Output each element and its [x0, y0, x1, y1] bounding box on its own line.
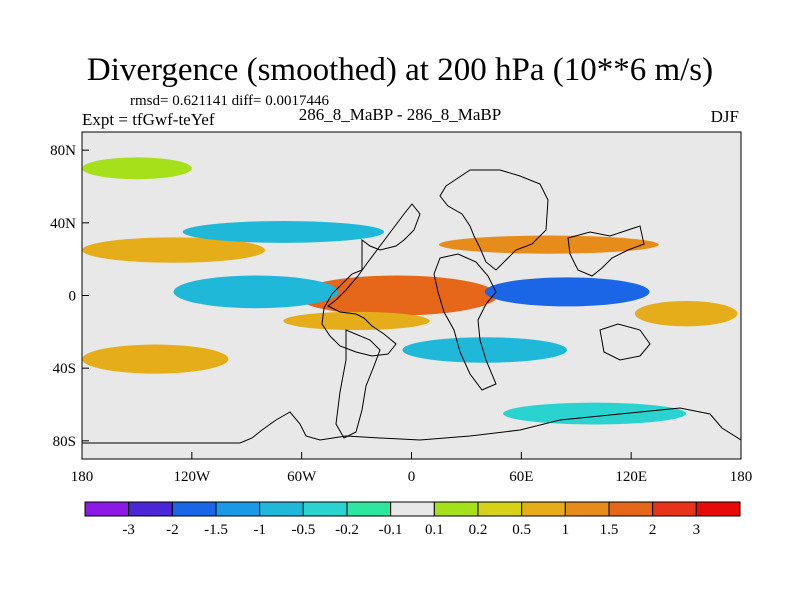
- y-tick-label: 40S: [53, 361, 76, 377]
- colorbar-label: 1: [562, 522, 570, 538]
- field-pacific-negative: [173, 275, 339, 309]
- x-tick-label: 60E: [509, 469, 533, 485]
- coastline-outline: [82, 169, 741, 444]
- colorbar-label: 0.2: [469, 522, 488, 538]
- colorbar-swatch: [477, 501, 523, 517]
- x-tick-label: 60W: [287, 469, 317, 485]
- chart-title: Divergence (smoothed) at 200 hPa (10**6 …: [86, 52, 714, 88]
- colorbar-label: -1: [253, 522, 266, 538]
- australia-outline: [599, 323, 651, 361]
- colorbar-swatch: [652, 501, 697, 517]
- field-high-north-green: [82, 157, 192, 180]
- colorbar-label: 3: [693, 522, 701, 538]
- colorbar-label: -0.2: [335, 522, 359, 538]
- field-antarctic-negative: [503, 402, 687, 425]
- x-axis: 180 120W 60W 0 60E 120E 180: [71, 452, 753, 485]
- field-north-positive-band-east: [438, 235, 659, 254]
- field-south-negative-band: [402, 337, 568, 363]
- x-tick-label: 180: [71, 469, 94, 485]
- y-tick-label: 80N: [50, 143, 76, 159]
- eurasia-outline: [439, 169, 549, 271]
- colorbar-swatch: [346, 501, 392, 517]
- colorbar-swatch: [695, 501, 741, 517]
- y-tick-label: 40N: [50, 216, 76, 232]
- colorbar-swatch: [84, 501, 130, 517]
- x-tick-label: 120E: [615, 469, 647, 485]
- colorbar-label: 1.5: [600, 522, 619, 538]
- x-tick-label: 120W: [173, 469, 211, 485]
- colorbar: -3 -2 -1.5 -1 -0.5 -0.2 -0.1 0.1 0.2 0.5 1 1.5 2 3: [84, 501, 741, 538]
- field-north-positive-band: [82, 237, 266, 263]
- y-axis: 80N 40N 0 40S 80S: [50, 143, 89, 450]
- colorbar-label: 2: [649, 522, 657, 538]
- field-north-negative-band: [182, 221, 385, 243]
- colorbar-label: -1.5: [204, 522, 228, 538]
- africa-outline: [433, 253, 497, 391]
- field-southern-ocean-positive: [82, 344, 229, 374]
- colorbar-label: 0.5: [512, 522, 531, 538]
- colorbar-swatch: [390, 501, 435, 517]
- divergence-field: [82, 157, 738, 425]
- colorbar-label: -2: [166, 522, 179, 538]
- season-label: DJF: [710, 107, 739, 126]
- colorbar-swatch: [171, 501, 217, 517]
- colorbar-swatch: [564, 501, 610, 517]
- colorbar-swatch: [302, 501, 348, 517]
- field-indian-ocean-negative: [484, 277, 650, 307]
- x-tick-label: 180: [730, 469, 753, 485]
- colorbar-swatch: [259, 501, 304, 517]
- case-label: 286_8_MaBP - 286_8_MaBP: [298, 105, 502, 124]
- experiment-label: Expt = tfGwf-teYef: [82, 110, 215, 129]
- colorbar-swatch: [433, 501, 479, 517]
- stats-line: rmsd= 0.621141 diff= 0.0017446: [130, 93, 329, 109]
- y-tick-label: 80S: [53, 434, 76, 450]
- field-south-pacific-positive: [634, 300, 738, 327]
- antarctica-outline: [82, 407, 741, 444]
- colorbar-swatch: [215, 501, 261, 517]
- colorbar-swatch: [521, 501, 566, 517]
- colorbar-swatch: [608, 501, 654, 517]
- colorbar-label: -0.1: [379, 522, 403, 538]
- field-equatorial-positive-ring: [296, 275, 498, 316]
- america-outline: [321, 203, 421, 357]
- colorbar-label: -0.5: [291, 522, 315, 538]
- colorbar-label: -3: [122, 522, 135, 538]
- x-tick-label: 0: [408, 469, 416, 485]
- y-tick-label: 0: [69, 289, 77, 305]
- colorbar-label: 0.1: [425, 522, 444, 538]
- south-america-outline: [335, 329, 381, 439]
- field-south-positive-band: [283, 311, 430, 331]
- colorbar-swatch: [128, 501, 173, 517]
- asia-outline: [567, 225, 645, 277]
